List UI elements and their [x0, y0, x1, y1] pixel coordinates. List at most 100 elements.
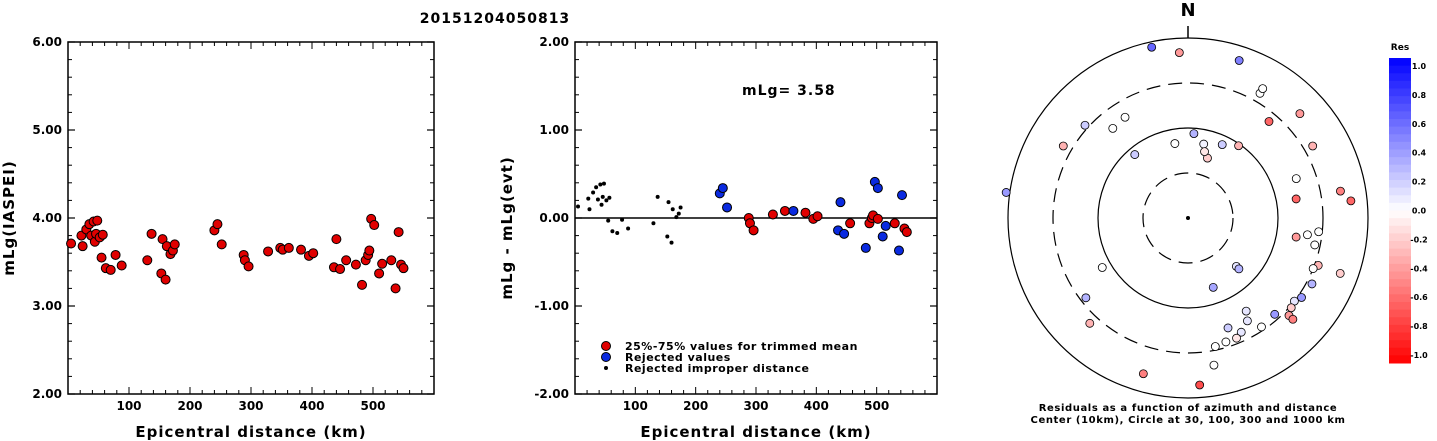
x-tick-label: 400: [804, 399, 829, 413]
legend: 25%-75% values for trimmed mean Rejected…: [601, 340, 857, 375]
improper-distance-point: [598, 182, 603, 187]
magnitude-point: [296, 244, 307, 255]
colorbar-tick-label: 0.8: [1412, 91, 1427, 100]
station-point: [1236, 327, 1246, 337]
magnitude-point: [105, 264, 116, 275]
colorbar-tick-label: -0.4: [1410, 264, 1428, 273]
rejected-point: [835, 197, 846, 208]
station-point: [1108, 123, 1118, 133]
station-point: [1221, 337, 1231, 347]
y-tick-label: 1.00: [539, 123, 569, 137]
improper-distance-point: [651, 221, 656, 226]
magnitude-point: [169, 239, 180, 250]
colorbar-swatch: [1389, 317, 1411, 326]
station-point: [1307, 279, 1317, 289]
station-point: [1208, 282, 1218, 292]
center-point: [1186, 216, 1190, 220]
station-points: [1001, 42, 1356, 390]
colorbar-swatch: [1389, 210, 1411, 219]
colorbar-swatch: [1389, 271, 1411, 280]
improper-distance-point: [599, 202, 604, 207]
station-point: [1234, 56, 1244, 65]
improper-distance-point: [669, 240, 674, 245]
colorbar-swatch: [1389, 149, 1411, 158]
station-point: [1200, 147, 1209, 157]
tick-marks: [574, 41, 938, 395]
improper-distance-point: [666, 200, 671, 205]
magnitude-point: [142, 255, 153, 266]
colorbar-swatch: [1389, 302, 1411, 311]
colorbar-swatch: [1389, 103, 1411, 112]
station-point: [1085, 318, 1095, 328]
station-point: [1080, 120, 1090, 130]
station-point: [1209, 360, 1219, 370]
x-tick-label: 500: [360, 399, 385, 413]
improper-distance-point: [576, 204, 581, 209]
improper-distance-point: [587, 207, 592, 212]
x-tick-label: 300: [238, 399, 263, 413]
x-axis-label: Epicentral distance (km): [640, 423, 871, 441]
station-point: [1295, 109, 1305, 119]
station-point: [1291, 232, 1301, 242]
colorbar-tick-label: 1.0: [1412, 62, 1427, 71]
legend-label-improper: Rejected improper distance: [625, 362, 809, 375]
magnitude-point: [96, 252, 107, 263]
plot-frame: [67, 41, 435, 395]
colorbar-swatch: [1389, 58, 1411, 67]
station-point: [1234, 141, 1243, 151]
station-point: [1232, 333, 1241, 343]
legend-marker-trimmed: [601, 341, 611, 351]
x-tick-labels: 100 200 300 400 500: [623, 399, 889, 413]
trimmed-mean-point: [812, 211, 823, 222]
magnitude-point: [146, 228, 157, 239]
magnitude-point: [212, 219, 223, 230]
station-point: [1336, 186, 1345, 196]
station-point: [1346, 196, 1356, 206]
colorbar-swatch: [1389, 73, 1411, 82]
colorbar-swatch: [1389, 332, 1411, 341]
colorbar-swatch: [1389, 126, 1411, 135]
improper-distance-point: [604, 198, 609, 203]
rejected-point: [788, 205, 799, 216]
magnitude-point: [386, 255, 397, 266]
rejected-point: [893, 245, 904, 256]
colorbar-swatch: [1389, 134, 1411, 143]
rejected-point: [872, 183, 883, 194]
station-point: [1257, 322, 1266, 332]
station-point: [1286, 303, 1296, 313]
x-axis-label: Epicentral distance (km): [135, 423, 366, 441]
colorbar-title: Res: [1391, 43, 1409, 53]
colorbar-swatch: [1389, 309, 1411, 318]
station-point: [1081, 293, 1091, 303]
improper-distance-point: [674, 215, 679, 220]
colorbar-swatch: [1389, 241, 1411, 250]
station-point: [1195, 380, 1205, 390]
y-tick-label: -2.00: [534, 387, 569, 401]
x-tick-label: 400: [299, 399, 324, 413]
colorbar-swatch: [1389, 141, 1411, 150]
station-point: [1234, 264, 1244, 274]
improper-distance-point: [676, 211, 681, 216]
colorbar-swatch: [1389, 294, 1411, 303]
station-point: [1001, 188, 1011, 197]
y-tick-label: 2.00: [32, 387, 62, 401]
y-tick-label: 3.00: [32, 299, 62, 313]
trimmed-mean-point: [800, 207, 811, 218]
y-axis-label: mLg(IASPEI): [0, 160, 18, 275]
colorbar-tick-label: -0.6: [1410, 293, 1428, 302]
magnitude-point: [216, 239, 227, 250]
x-tick-labels: 100 200 300 400 500: [116, 399, 385, 413]
station-point: [1058, 141, 1068, 151]
colorbar-swatch: [1389, 324, 1411, 333]
improper-distance-point: [600, 194, 605, 199]
colorbar-swatch: [1389, 172, 1411, 181]
station-point: [1308, 141, 1318, 151]
trimmed-mean-point: [779, 205, 790, 216]
colorbar-swatch: [1389, 286, 1411, 295]
station-point: [1335, 269, 1345, 278]
magnitude-point: [364, 245, 375, 256]
colorbar-swatch: [1389, 80, 1411, 89]
colorbar-tick-label: -0.2: [1410, 235, 1428, 244]
improper-distance-point: [601, 181, 606, 186]
improper-distance-point: [607, 195, 612, 200]
